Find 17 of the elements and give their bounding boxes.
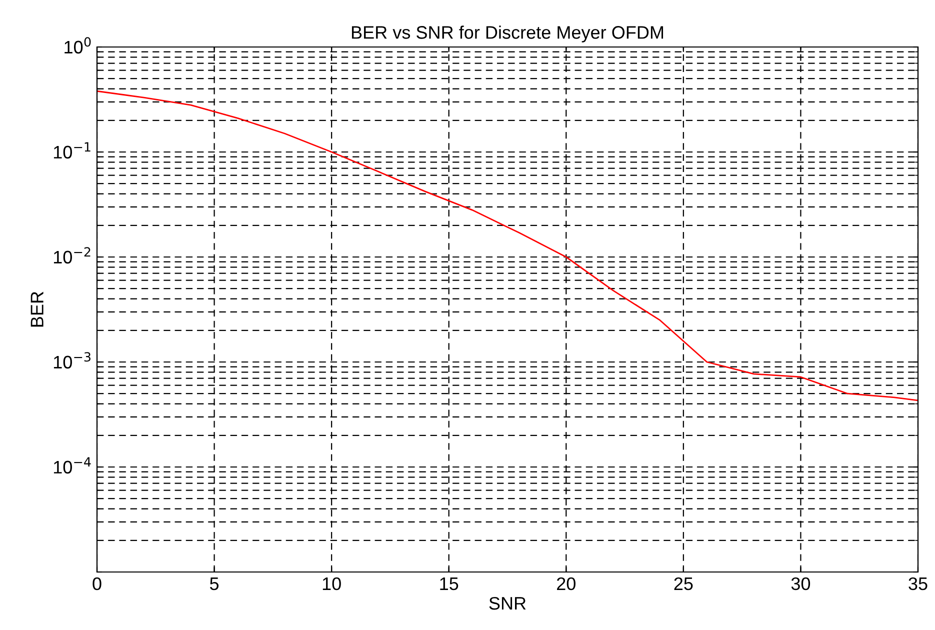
x-tick-label: 30	[791, 577, 810, 590]
y-tick-label: 10$^{−3}$	[54, 352, 90, 369]
x-tick-label: 10	[322, 577, 341, 590]
y-axis-title: BER	[30, 292, 44, 327]
x-tick-label: 0	[92, 577, 102, 590]
line-series	[97, 90, 918, 402]
chart-title: BER vs SNR for Discrete Meyer OFDM	[352, 26, 664, 42]
y-tick-label: 10$^{−1}$	[54, 142, 90, 159]
y-tick-label: 10$^{−4}$	[54, 457, 91, 474]
x-axis-title: SNR	[489, 596, 526, 610]
x-tick-label: 35	[908, 577, 928, 590]
x-tick-label: 15	[440, 578, 458, 590]
x-tick-label: 25	[674, 577, 693, 590]
x-tick-label: 5	[210, 578, 219, 590]
x-tick-label: 20	[557, 577, 576, 590]
y-tick-label: 10$^{−2}$	[54, 247, 90, 264]
y-tick-label: 10$^{0}$	[64, 37, 91, 54]
